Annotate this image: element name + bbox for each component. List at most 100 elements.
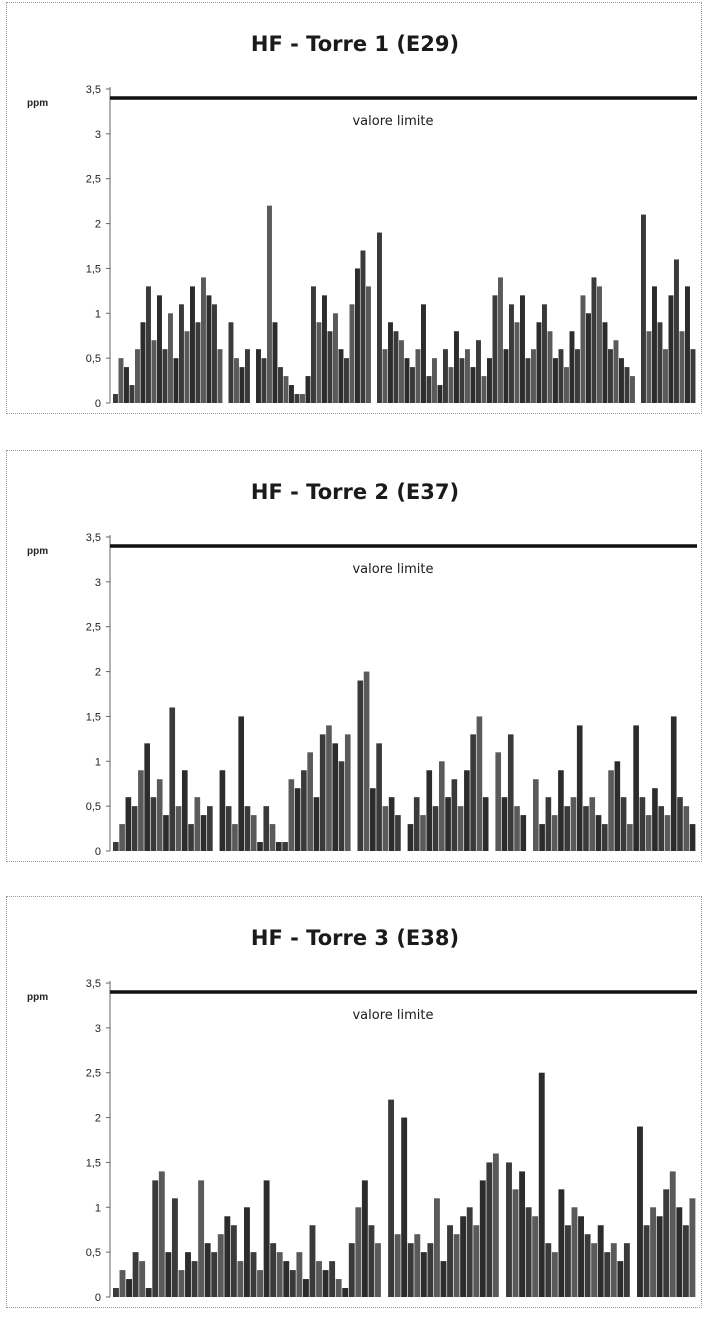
data-bar xyxy=(464,770,470,851)
data-bar xyxy=(641,214,646,403)
data-bar xyxy=(571,1207,578,1297)
data-bar xyxy=(179,304,184,403)
data-bar xyxy=(591,1243,598,1297)
data-bar xyxy=(570,797,577,851)
data-bar xyxy=(129,385,135,403)
bar-series xyxy=(113,205,696,403)
data-bar xyxy=(679,331,685,403)
data-bar xyxy=(289,385,294,403)
data-bar xyxy=(498,277,503,403)
data-bar xyxy=(302,1279,309,1297)
data-bar xyxy=(244,1207,250,1297)
data-bar xyxy=(509,304,514,403)
data-bar xyxy=(639,797,646,851)
data-bar xyxy=(589,797,596,851)
data-bar xyxy=(368,1225,375,1297)
limit-label: valore limite xyxy=(352,562,433,577)
data-bar xyxy=(113,842,119,851)
data-bar xyxy=(533,779,539,851)
data-bar xyxy=(131,806,138,851)
data-bar xyxy=(217,1234,224,1297)
data-bar xyxy=(217,349,223,403)
data-bar xyxy=(191,1261,198,1297)
data-bar xyxy=(689,824,696,851)
data-bar xyxy=(163,815,169,851)
data-bar xyxy=(481,376,487,403)
y-tick-label: 1,5 xyxy=(86,711,101,723)
data-bar xyxy=(674,259,679,403)
data-bar xyxy=(532,1216,539,1297)
data-bar xyxy=(620,797,627,851)
data-bar xyxy=(125,797,132,851)
data-bar xyxy=(171,1198,178,1297)
data-bar xyxy=(370,788,376,851)
data-bar xyxy=(652,286,657,403)
data-bar xyxy=(327,331,333,403)
y-tick-label: 2 xyxy=(95,219,101,231)
y-tick-label: 3 xyxy=(95,577,101,589)
data-bar xyxy=(355,1207,362,1297)
data-bar xyxy=(514,806,520,851)
data-bar xyxy=(608,349,613,403)
data-bar xyxy=(272,322,278,403)
data-bar xyxy=(486,1162,493,1297)
data-bar xyxy=(376,743,382,851)
data-bar xyxy=(586,313,591,403)
data-bar xyxy=(637,1126,643,1297)
y-axis-label: ppm xyxy=(27,546,48,557)
data-bar xyxy=(190,286,195,403)
data-bar xyxy=(569,331,575,403)
data-bar xyxy=(591,277,597,403)
data-bar xyxy=(296,1252,303,1297)
data-bar xyxy=(476,340,481,403)
data-bar xyxy=(157,295,162,403)
data-bar xyxy=(547,331,553,403)
data-bar xyxy=(394,1234,401,1297)
data-bar xyxy=(224,1216,231,1297)
data-bar xyxy=(195,322,201,403)
data-bar xyxy=(685,286,690,403)
data-bar xyxy=(250,815,257,851)
data-bar xyxy=(645,815,652,851)
data-bar xyxy=(361,1180,368,1297)
data-bar xyxy=(152,1180,159,1297)
data-bar xyxy=(283,1261,290,1297)
y-tick-label: 3 xyxy=(95,129,101,141)
data-bar xyxy=(643,1225,650,1297)
chart-title: HF - Torre 2 (E37) xyxy=(251,480,459,504)
data-bar xyxy=(276,1252,283,1297)
y-tick-label: 3 xyxy=(95,1023,101,1035)
data-bar xyxy=(457,806,464,851)
data-bar xyxy=(234,358,239,403)
data-bar xyxy=(146,286,151,403)
data-bar xyxy=(420,1252,427,1297)
data-bar xyxy=(512,1189,519,1297)
data-bar xyxy=(322,1270,329,1297)
data-bar xyxy=(319,734,326,851)
data-bar xyxy=(432,358,437,403)
data-bar xyxy=(257,1270,264,1297)
data-bar xyxy=(597,1225,604,1297)
data-bar xyxy=(207,806,213,851)
data-bar xyxy=(382,806,389,851)
data-bar xyxy=(404,358,410,403)
data-bar xyxy=(232,824,238,851)
data-bar xyxy=(608,770,614,851)
chart-title: HF - Torre 3 (E38) xyxy=(251,926,459,950)
data-bar xyxy=(690,349,696,403)
data-bar xyxy=(219,770,226,851)
chart-panel-torre-2: HF - Torre 2 (E37) ppm 0 0,5 1 1,5 2 2,5 3 3,5 val… xyxy=(6,450,702,862)
data-bar xyxy=(349,304,355,403)
data-bar xyxy=(175,806,182,851)
chart-panel-torre-3: HF - Torre 3 (E38) ppm 0 0,5 1 1,5 2 2,5 3 3,5 val… xyxy=(6,896,702,1308)
data-bar xyxy=(652,788,658,851)
data-bar xyxy=(583,806,589,851)
data-bar xyxy=(575,349,580,403)
data-bar xyxy=(395,815,401,851)
data-bar xyxy=(200,815,207,851)
y-tick-label: 2 xyxy=(95,667,101,679)
data-bar xyxy=(188,824,194,851)
data-bar xyxy=(158,1171,165,1297)
data-bar xyxy=(301,770,307,851)
data-bar xyxy=(169,707,176,851)
